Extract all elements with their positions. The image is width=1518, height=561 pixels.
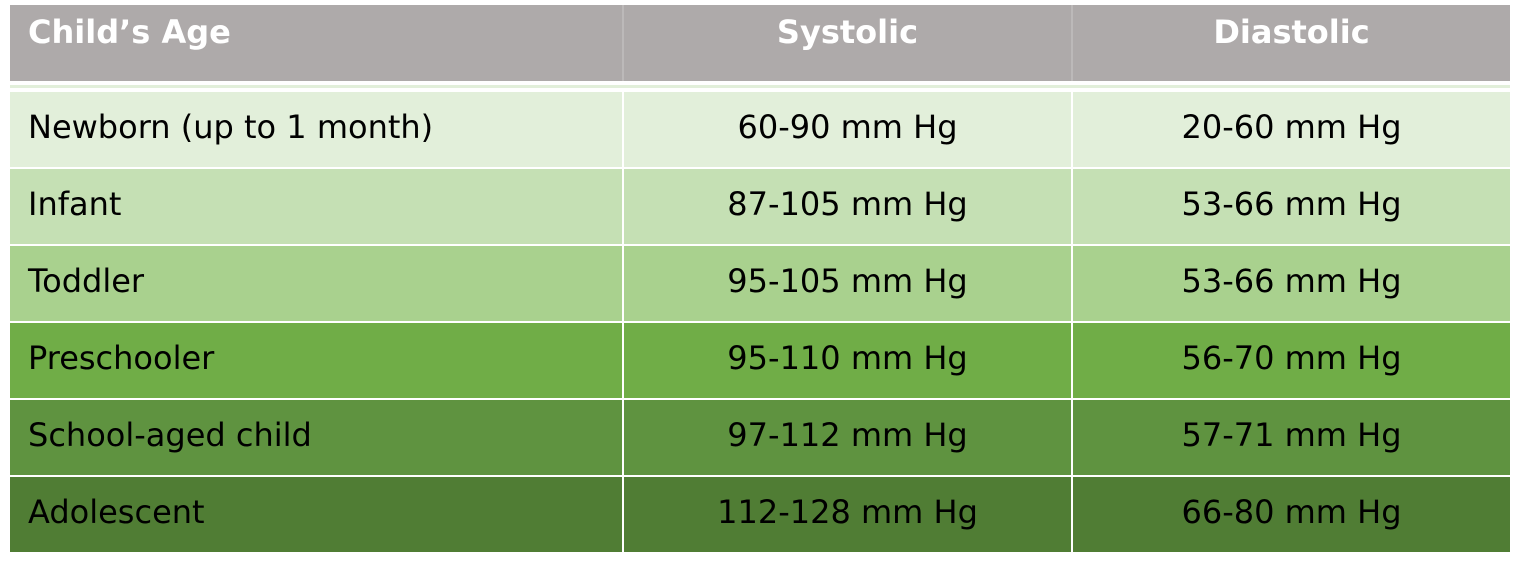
table-cell: 97-112 mm Hg [622,400,1071,475]
table-cell: School-aged child [28,416,312,454]
table-cell: 57-71 mm Hg [1071,400,1510,475]
header-cell: Systolic [622,5,1071,81]
table-row: Newborn (up to 1 month) 60-90 mm Hg 20-60 … [10,90,1510,167]
table-row: Preschooler 95-110 mm Hg 56-70 mm Hg [10,321,1510,398]
table-cell: 87-105 mm Hg [622,169,1071,244]
table-cell: 112-128 mm Hg [622,477,1071,552]
table-cell: 60-90 mm Hg [622,92,1071,167]
table-row: Child’s Age Systolic Diastolic [10,5,1510,81]
table-cell: Adolescent [28,493,205,531]
table-cell: 95-105 mm Hg [622,246,1071,321]
table-cell: Preschooler [28,339,215,377]
table-cell: 53-66 mm Hg [1071,246,1510,321]
table-cell: 56-70 mm Hg [1071,323,1510,398]
table-cell: 53-66 mm Hg [1071,169,1510,244]
table-cell: 20-60 mm Hg [1071,92,1510,167]
table-row: Toddler 95-105 mm Hg 53-66 mm Hg [10,244,1510,321]
bp-table: Child’s Age Systolic Diastolic Newborn (up … [10,5,1510,552]
table-cell: 66-80 mm Hg [1071,477,1510,552]
header-cell: Child’s Age [28,13,231,51]
table-cell: Infant [28,185,122,223]
table-cell: Newborn (up to 1 month) [28,108,434,146]
table-cell: 95-110 mm Hg [622,323,1071,398]
table-cell: Toddler [28,262,145,300]
header-cell: Diastolic [1071,5,1510,81]
table-row: Adolescent 112-128 mm Hg 66-80 mm Hg [10,475,1510,552]
table-row: Infant 87-105 mm Hg 53-66 mm Hg [10,167,1510,244]
table-row: School-aged child 97-112 mm Hg 57-71 mm Hg [10,398,1510,475]
